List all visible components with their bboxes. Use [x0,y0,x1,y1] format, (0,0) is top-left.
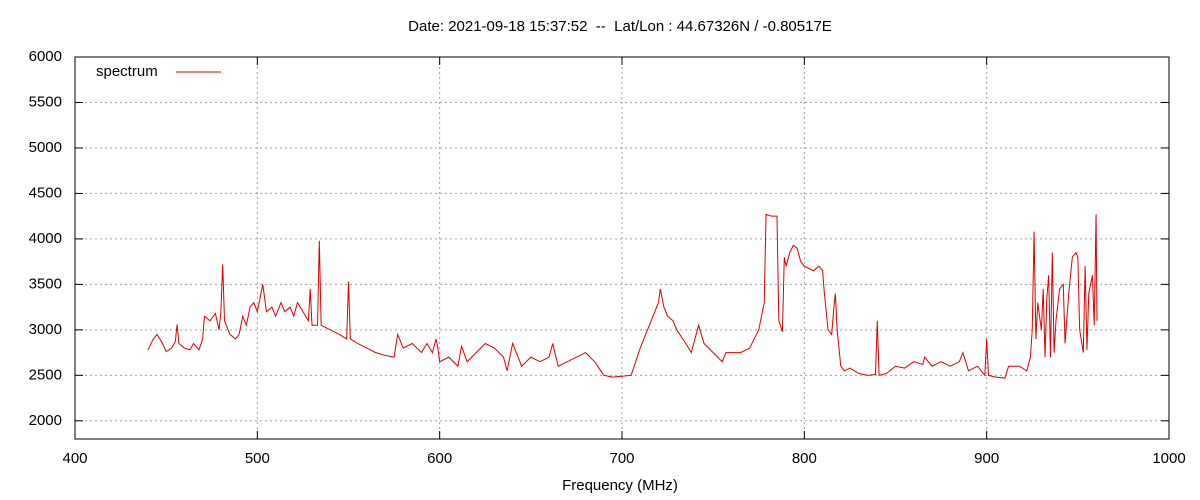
x-tick-label: 400 [62,450,87,467]
data-line [147,213,1098,379]
y-tick-label: 2500 [29,366,62,383]
x-tick-label: 500 [245,450,270,467]
y-tick-label: 5500 [29,93,62,110]
x-tick-label: 1000 [1152,450,1185,467]
plot-border [74,56,1170,440]
x-tick-label: 800 [792,450,817,467]
chart-title: Date: 2021-09-18 15:37:52 -- Lat/Lon : 4… [408,18,832,35]
y-tick-label: 4000 [29,230,62,247]
x-tick-label: 600 [427,450,452,467]
y-tick-label: 4500 [29,184,62,201]
legend-label: spectrum [96,63,158,80]
x-axis-label: Frequency (MHz) [562,477,678,494]
y-tick-label: 3000 [29,321,62,338]
x-tick-label: 700 [609,450,634,467]
y-tick-label: 2000 [29,412,62,429]
y-tick-label: 3500 [29,275,62,292]
y-tick-label: 6000 [29,48,62,65]
y-tick-label: 5000 [29,139,62,156]
x-tick-label: 900 [974,450,999,467]
